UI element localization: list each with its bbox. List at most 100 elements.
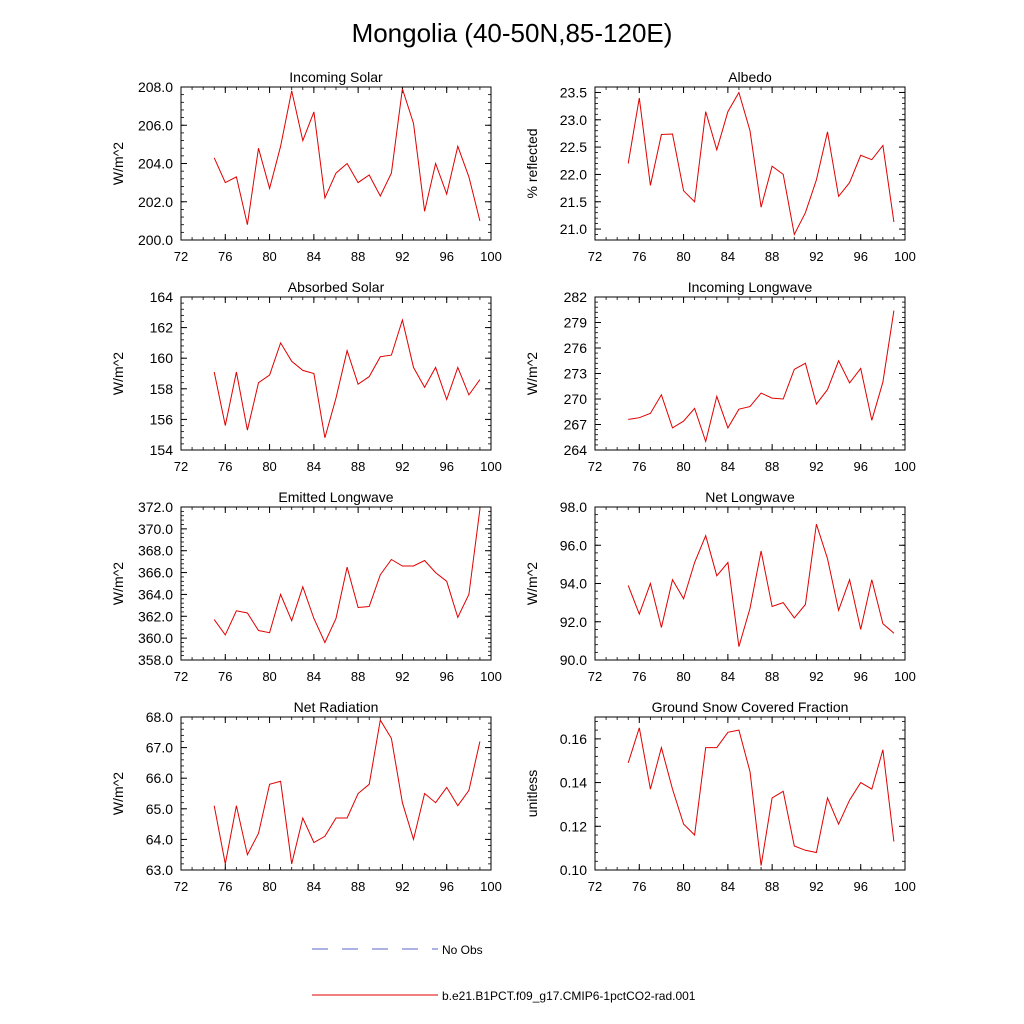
panel-title: Net Radiation bbox=[294, 699, 379, 715]
y-tick-label: 0.12 bbox=[560, 818, 587, 834]
x-tick-label: 100 bbox=[480, 459, 502, 474]
y-tick-label: 0.14 bbox=[560, 775, 587, 791]
x-tick-label: 84 bbox=[307, 459, 321, 474]
y-tick-label: 362.0 bbox=[138, 608, 173, 624]
x-tick-label: 96 bbox=[853, 669, 867, 684]
panel-snow-fraction: chart_data.7Ground Snow Covered Fraction… bbox=[524, 699, 916, 894]
y-tick-label: 68.0 bbox=[146, 709, 173, 725]
x-tick-label: 92 bbox=[809, 879, 823, 894]
panel-title: Emitted Longwave bbox=[278, 489, 393, 505]
x-tick-label: 92 bbox=[809, 249, 823, 264]
x-tick-label: 88 bbox=[765, 669, 779, 684]
y-tick-label: 158 bbox=[150, 381, 174, 397]
x-tick-label: 72 bbox=[174, 669, 188, 684]
series-line bbox=[213, 318, 481, 438]
x-tick-label: 92 bbox=[809, 669, 823, 684]
y-tick-label: 372.0 bbox=[138, 499, 173, 515]
plot-frame bbox=[180, 296, 492, 451]
plot-frame bbox=[180, 716, 492, 871]
y-tick-label: 360.0 bbox=[138, 630, 173, 646]
x-tick-label: 72 bbox=[588, 249, 602, 264]
y-tick-label: 0.10 bbox=[560, 862, 587, 878]
plot-frame bbox=[594, 506, 906, 661]
x-tick-label: 72 bbox=[174, 249, 188, 264]
series-line bbox=[627, 727, 895, 866]
panel-title: Net Longwave bbox=[705, 489, 795, 505]
x-tick-label: 76 bbox=[218, 249, 232, 264]
x-tick-label: 84 bbox=[721, 879, 735, 894]
x-tick-label: 100 bbox=[894, 669, 916, 684]
y-tick-label: 63.0 bbox=[146, 862, 173, 878]
legend: No Obs b.e21.B1PCT.f09_g17.CMIP6-1pctCO2… bbox=[312, 943, 696, 1003]
y-tick-label: 22.5 bbox=[560, 139, 587, 155]
x-tick-label: 96 bbox=[853, 459, 867, 474]
y-tick-label: 21.5 bbox=[560, 194, 587, 210]
x-tick-label: 96 bbox=[853, 879, 867, 894]
x-tick-label: 72 bbox=[174, 459, 188, 474]
y-tick-label: 90.0 bbox=[560, 652, 587, 668]
x-tick-label: 80 bbox=[676, 459, 690, 474]
x-tick-label: 76 bbox=[632, 669, 646, 684]
plot-frame bbox=[594, 86, 906, 241]
y-tick-label: 267 bbox=[564, 417, 588, 433]
x-tick-label: 84 bbox=[721, 459, 735, 474]
x-tick-label: 84 bbox=[307, 879, 321, 894]
y-tick-label: 156 bbox=[150, 411, 174, 427]
x-tick-label: 100 bbox=[480, 669, 502, 684]
x-tick-label: 92 bbox=[809, 459, 823, 474]
x-tick-label: 80 bbox=[676, 669, 690, 684]
x-tick-label: 72 bbox=[588, 669, 602, 684]
y-tick-label: 279 bbox=[564, 315, 588, 331]
plot-frame bbox=[594, 296, 906, 451]
y-tick-label: 370.0 bbox=[138, 521, 173, 537]
y-tick-label: 23.0 bbox=[560, 112, 587, 128]
x-tick-label: 100 bbox=[480, 879, 502, 894]
y-tick-label: 94.0 bbox=[560, 576, 587, 592]
y-tick-label: 282 bbox=[564, 289, 588, 305]
x-tick-label: 84 bbox=[721, 669, 735, 684]
x-tick-label: 76 bbox=[218, 879, 232, 894]
x-tick-label: 80 bbox=[262, 669, 276, 684]
x-tick-label: 100 bbox=[894, 459, 916, 474]
panel-title: Ground Snow Covered Fraction bbox=[652, 699, 849, 715]
legend-obs-label: No Obs bbox=[442, 943, 483, 957]
x-tick-label: 88 bbox=[765, 459, 779, 474]
x-tick-label: 72 bbox=[174, 879, 188, 894]
y-tick-label: 64.0 bbox=[146, 831, 173, 847]
y-tick-label: 202.0 bbox=[138, 194, 173, 210]
y-tick-label: 21.0 bbox=[560, 221, 587, 237]
legend-model-label: b.e21.B1PCT.f09_g17.CMIP6-1pctCO2-rad.00… bbox=[442, 989, 696, 1003]
y-tick-label: 66.0 bbox=[146, 770, 173, 786]
y-axis-label: W/m^2 bbox=[110, 352, 126, 395]
x-tick-label: 96 bbox=[439, 459, 453, 474]
y-tick-label: 67.0 bbox=[146, 740, 173, 756]
x-tick-label: 72 bbox=[588, 459, 602, 474]
panel-title: Absorbed Solar bbox=[288, 279, 385, 295]
x-tick-label: 88 bbox=[351, 459, 365, 474]
panel-title: Incoming Longwave bbox=[688, 279, 813, 295]
x-tick-label: 100 bbox=[480, 249, 502, 264]
y-axis-label: W/m^2 bbox=[110, 772, 126, 815]
x-tick-label: 72 bbox=[588, 879, 602, 894]
y-axis-label: % reflected bbox=[524, 128, 540, 198]
y-axis-label: W/m^2 bbox=[524, 562, 540, 605]
x-tick-label: 88 bbox=[351, 879, 365, 894]
y-tick-label: 96.0 bbox=[560, 537, 587, 553]
x-tick-label: 84 bbox=[307, 669, 321, 684]
x-tick-label: 100 bbox=[894, 249, 916, 264]
y-tick-label: 366.0 bbox=[138, 565, 173, 581]
y-tick-label: 22.0 bbox=[560, 166, 587, 182]
y-axis-label: W/m^2 bbox=[110, 562, 126, 605]
x-tick-label: 84 bbox=[307, 249, 321, 264]
y-tick-label: 65.0 bbox=[146, 801, 173, 817]
x-tick-label: 76 bbox=[632, 879, 646, 894]
y-tick-label: 0.16 bbox=[560, 731, 587, 747]
page-title: Mongolia (40-50N,85-120E) bbox=[352, 18, 673, 48]
y-tick-label: 358.0 bbox=[138, 652, 173, 668]
